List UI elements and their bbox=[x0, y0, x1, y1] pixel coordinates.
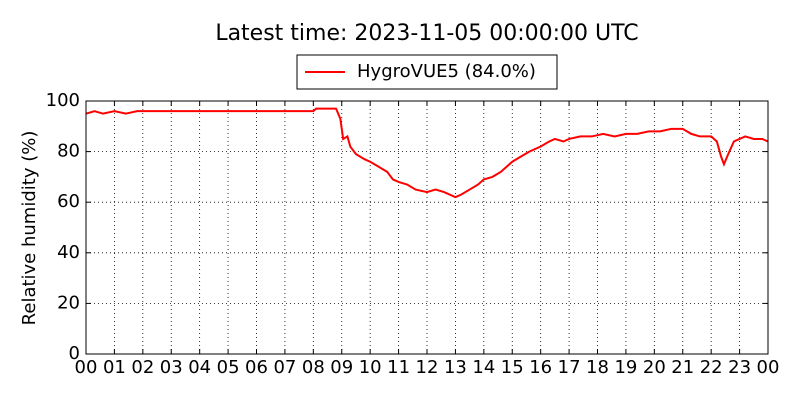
x-tick-label: 07 bbox=[273, 357, 296, 378]
x-tick-label: 02 bbox=[131, 357, 154, 378]
y-tick-label: 0 bbox=[69, 343, 80, 364]
x-tick-label: 16 bbox=[529, 357, 552, 378]
x-tick-label: 01 bbox=[103, 357, 126, 378]
x-tick-label: 00 bbox=[75, 357, 98, 378]
y-tick-label: 100 bbox=[46, 90, 80, 111]
y-tick-label: 40 bbox=[57, 242, 80, 263]
y-tick-label: 80 bbox=[57, 141, 80, 162]
x-tick-label: 19 bbox=[614, 357, 637, 378]
x-tick-label: 00 bbox=[757, 357, 780, 378]
x-tick-label: 17 bbox=[558, 357, 581, 378]
x-tick-label: 13 bbox=[444, 357, 467, 378]
x-tick-label: 04 bbox=[188, 357, 211, 378]
legend-label: HygroVUE5 (84.0%) bbox=[357, 61, 536, 82]
x-tick-label: 11 bbox=[387, 357, 410, 378]
x-tick-label: 23 bbox=[728, 357, 751, 378]
x-tick-label: 06 bbox=[245, 357, 268, 378]
x-tick-label: 12 bbox=[416, 357, 439, 378]
plot-frame bbox=[85, 100, 769, 355]
x-tick-label: 22 bbox=[700, 357, 723, 378]
x-tick-label: 15 bbox=[501, 357, 524, 378]
data-line bbox=[85, 107, 769, 199]
x-tick-label: 18 bbox=[586, 357, 609, 378]
x-tick-label: 08 bbox=[302, 357, 325, 378]
x-tick-label: 03 bbox=[160, 357, 183, 378]
chart-title: Latest time: 2023-11-05 00:00:00 UTC bbox=[215, 21, 638, 46]
y-tick-label: 60 bbox=[57, 191, 80, 212]
x-tick-label: 05 bbox=[217, 357, 240, 378]
x-tick-label: 20 bbox=[643, 357, 666, 378]
x-tick-label: 09 bbox=[330, 357, 353, 378]
y-tick-label: 20 bbox=[57, 292, 80, 313]
x-tick-label: 21 bbox=[671, 357, 694, 378]
y-axis-label: Relative humidity (%) bbox=[19, 131, 40, 326]
x-tick-label: 10 bbox=[359, 357, 382, 378]
x-tick-label: 14 bbox=[472, 357, 495, 378]
